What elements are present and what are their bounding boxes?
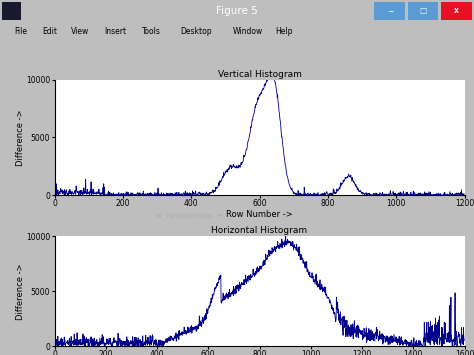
Text: x: x — [454, 6, 459, 15]
Text: View: View — [71, 27, 90, 36]
Text: Edit: Edit — [43, 27, 58, 36]
X-axis label: Row Number ->: Row Number -> — [226, 210, 293, 219]
Text: □: □ — [419, 6, 427, 15]
Text: ─: ─ — [388, 6, 392, 15]
Y-axis label: Difference ->: Difference -> — [16, 263, 25, 320]
Text: Tools: Tools — [142, 27, 161, 36]
FancyBboxPatch shape — [374, 2, 405, 20]
Text: Desktop: Desktop — [180, 27, 212, 36]
Title: Vertical Histogram: Vertical Histogram — [218, 70, 301, 79]
Text: ⋹  ResizableSep  ↔: ⋹ ResizableSep ↔ — [156, 213, 223, 219]
Text: File: File — [14, 27, 27, 36]
FancyBboxPatch shape — [408, 2, 438, 20]
Text: Window: Window — [232, 27, 263, 36]
Text: Figure 5: Figure 5 — [216, 6, 258, 16]
FancyBboxPatch shape — [441, 2, 472, 20]
Title: Horizontal Histogram: Horizontal Histogram — [211, 226, 308, 235]
FancyBboxPatch shape — [2, 2, 21, 20]
Text: Insert: Insert — [104, 27, 127, 36]
Text: Help: Help — [275, 27, 292, 36]
Y-axis label: Difference ->: Difference -> — [16, 109, 25, 166]
